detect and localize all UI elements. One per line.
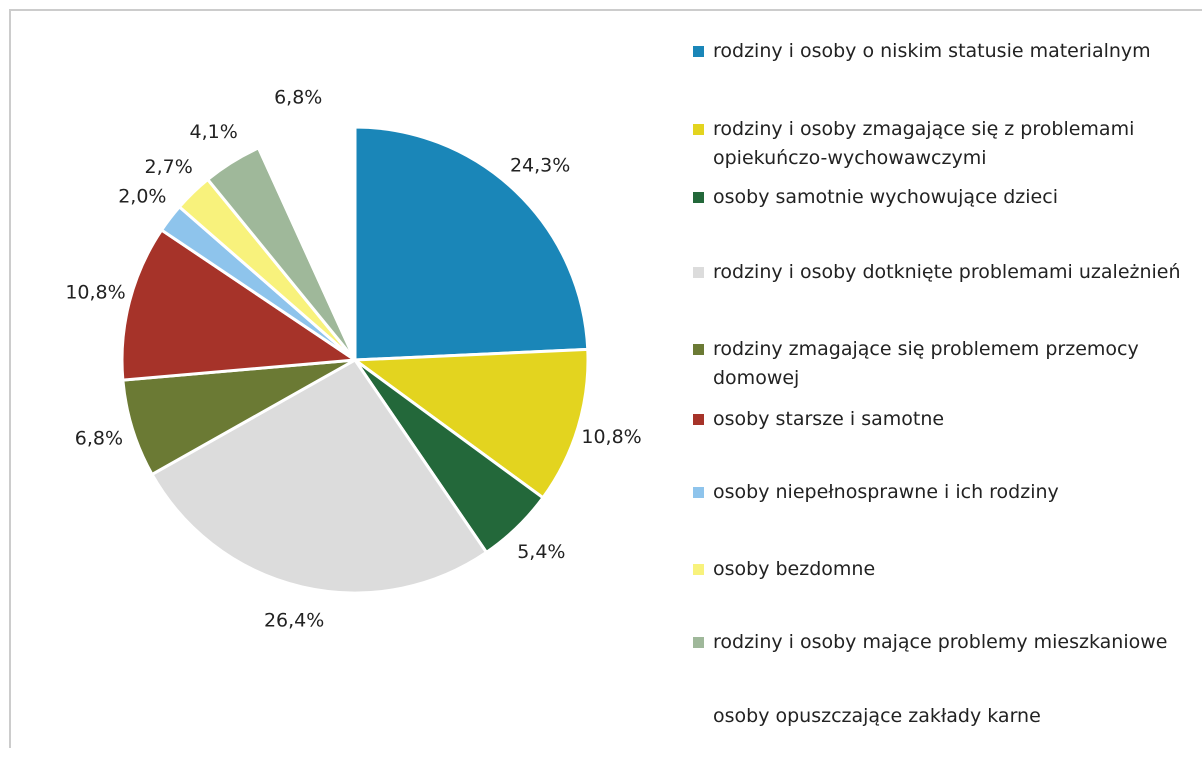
legend-entry: rodziny i osoby zmagające się z problema… [693, 115, 1202, 173]
data-label: 6,8% [274, 87, 322, 109]
legend-label: rodziny zmagające się problemem przemocy… [713, 338, 1139, 389]
data-label: 24,3% [510, 155, 570, 177]
legend-entry: osoby bezdomne [693, 555, 1202, 584]
data-label: 6,8% [75, 428, 123, 450]
pie-slice [120, 227, 360, 382]
data-label: 4,1% [190, 121, 238, 143]
legend-label: rodziny i osoby zmagające się z problema… [713, 118, 1135, 169]
data-label: 10,8% [65, 282, 125, 304]
pie-slice [256, 125, 357, 361]
pie-slice [149, 358, 489, 595]
legend-entry: osoby opuszczające zakłady karne [693, 702, 1202, 731]
data-label: 26,4% [264, 609, 324, 631]
legend-swatch [693, 487, 704, 498]
legend-entry: osoby starsze i samotne [693, 405, 1202, 434]
data-label: 2,7% [145, 156, 193, 178]
legend-label: osoby opuszczające zakłady karne [713, 705, 1041, 727]
pie-slice [353, 125, 590, 362]
legend-label: rodziny i osoby mające problemy mieszkan… [713, 631, 1168, 653]
legend-label: osoby starsze i samotne [713, 408, 945, 430]
legend-entry: rodziny i osoby dotknięte problemami uza… [693, 258, 1202, 287]
legend-swatch [693, 564, 704, 575]
legend-swatch [693, 637, 704, 648]
legend-label: osoby niepełnosprawne i ich rodziny [713, 481, 1059, 503]
legend-entry: rodziny i osoby o niskim statusie materi… [693, 37, 1202, 66]
legend-swatch [693, 124, 704, 135]
legend-entry: osoby samotnie wychowujące dzieci [693, 183, 1202, 212]
legend-swatch [693, 267, 704, 278]
legend-swatch [693, 192, 704, 203]
legend-label: osoby bezdomne [713, 558, 876, 580]
legend-swatch [693, 711, 704, 722]
legend-entry: rodziny i osoby mające problemy mieszkan… [693, 628, 1202, 657]
legend-entry: rodziny zmagające się problemem przemocy… [693, 335, 1202, 393]
pie-slice [350, 347, 590, 500]
legend-swatch [693, 46, 704, 57]
legend-swatch [693, 414, 704, 425]
legend-entry: osoby niepełnosprawne i ich rodziny [693, 478, 1202, 507]
legend-swatch [693, 344, 704, 355]
data-label: 2,0% [118, 185, 166, 207]
legend-label: rodziny i osoby dotknięte problemami uza… [713, 261, 1181, 283]
data-label: 10,8% [581, 426, 641, 448]
data-label: 5,4% [517, 541, 565, 563]
legend-label: osoby samotnie wychowujące dzieci [713, 186, 1058, 208]
frame [9, 9, 1202, 748]
legend-label: rodziny i osoby o niskim statusie materi… [713, 40, 1151, 62]
